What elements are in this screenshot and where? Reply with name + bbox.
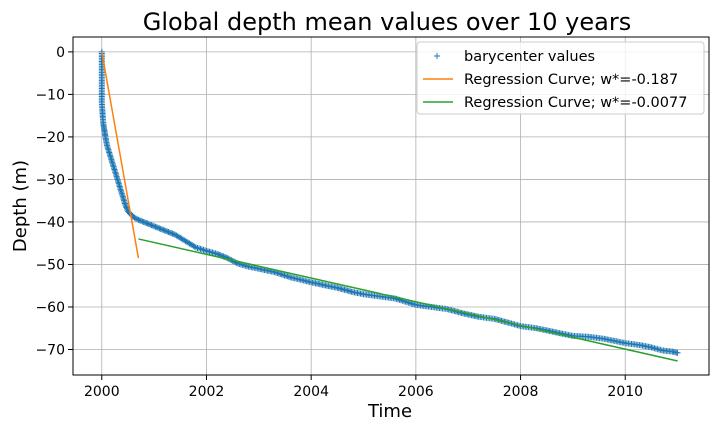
x-tick-label: 2002 <box>189 384 225 400</box>
data-point <box>155 224 162 231</box>
data-point <box>164 228 171 235</box>
data-point <box>132 215 139 222</box>
plot-frame <box>72 36 710 376</box>
x-tick-label: 2010 <box>607 384 643 400</box>
legend-label: Regression Curve; w*=-0.187 <box>464 72 678 88</box>
y-tick-label: 0 <box>56 45 65 61</box>
y-tick-label: −40 <box>35 215 65 231</box>
data-point <box>122 203 129 210</box>
tick-layer: 2000 2002 2004 2006 2008 2010 0 −10 −20 −30 −40 −50… <box>35 45 643 400</box>
data-point <box>123 204 130 211</box>
y-tick-label: −60 <box>35 300 65 316</box>
data-point <box>143 220 150 227</box>
data-point <box>148 222 155 229</box>
regression-line <box>138 238 678 362</box>
x-tick-label: 2008 <box>503 384 539 400</box>
data-point <box>168 230 175 237</box>
data-point <box>122 201 129 208</box>
data-point <box>170 231 177 238</box>
data-point <box>149 222 156 229</box>
data-point <box>144 220 151 227</box>
data-point <box>156 225 163 232</box>
data-point <box>153 224 160 231</box>
data-point <box>141 219 148 226</box>
data-point <box>136 217 143 224</box>
legend-box <box>416 41 705 115</box>
y-tick-label: −20 <box>35 130 65 146</box>
data-point <box>145 221 152 228</box>
regression-line <box>101 51 140 259</box>
data-point <box>139 218 146 225</box>
data-point <box>161 227 168 234</box>
series-layer <box>98 48 681 362</box>
data-point <box>160 226 167 233</box>
data-point <box>213 250 220 257</box>
x-tick-label: 2006 <box>398 384 434 400</box>
y-tick-label: −30 <box>35 172 65 188</box>
x-tick-label: 2000 <box>84 384 120 400</box>
data-point <box>135 216 142 223</box>
data-point <box>131 214 138 221</box>
legend: barycenter values Regression Curve; w*=-0… <box>416 41 705 115</box>
data-point <box>191 243 198 250</box>
data-point <box>138 217 145 224</box>
data-point <box>147 221 154 228</box>
y-axis-label: Depth (m) <box>10 160 31 252</box>
data-point <box>152 223 159 230</box>
x-axis-label: Time <box>367 401 412 422</box>
data-point <box>169 230 176 237</box>
y-tick-label: −50 <box>35 257 65 273</box>
data-point <box>674 349 681 356</box>
y-tick-label: −10 <box>35 87 65 103</box>
data-point <box>166 229 173 236</box>
data-point <box>165 229 172 236</box>
data-point <box>134 216 141 223</box>
x-tick-label: 2004 <box>293 384 329 400</box>
legend-label: barycenter values <box>464 49 595 65</box>
data-point <box>151 223 158 230</box>
data-point <box>157 225 164 232</box>
y-tick-label: −70 <box>35 342 65 358</box>
data-point <box>162 227 169 234</box>
legend-label: Regression Curve; w*=-0.0077 <box>464 95 687 111</box>
data-point <box>158 226 165 233</box>
data-point <box>140 218 147 225</box>
legend-marker <box>434 53 440 59</box>
chart-title: Global depth mean values over 10 years <box>143 8 631 36</box>
